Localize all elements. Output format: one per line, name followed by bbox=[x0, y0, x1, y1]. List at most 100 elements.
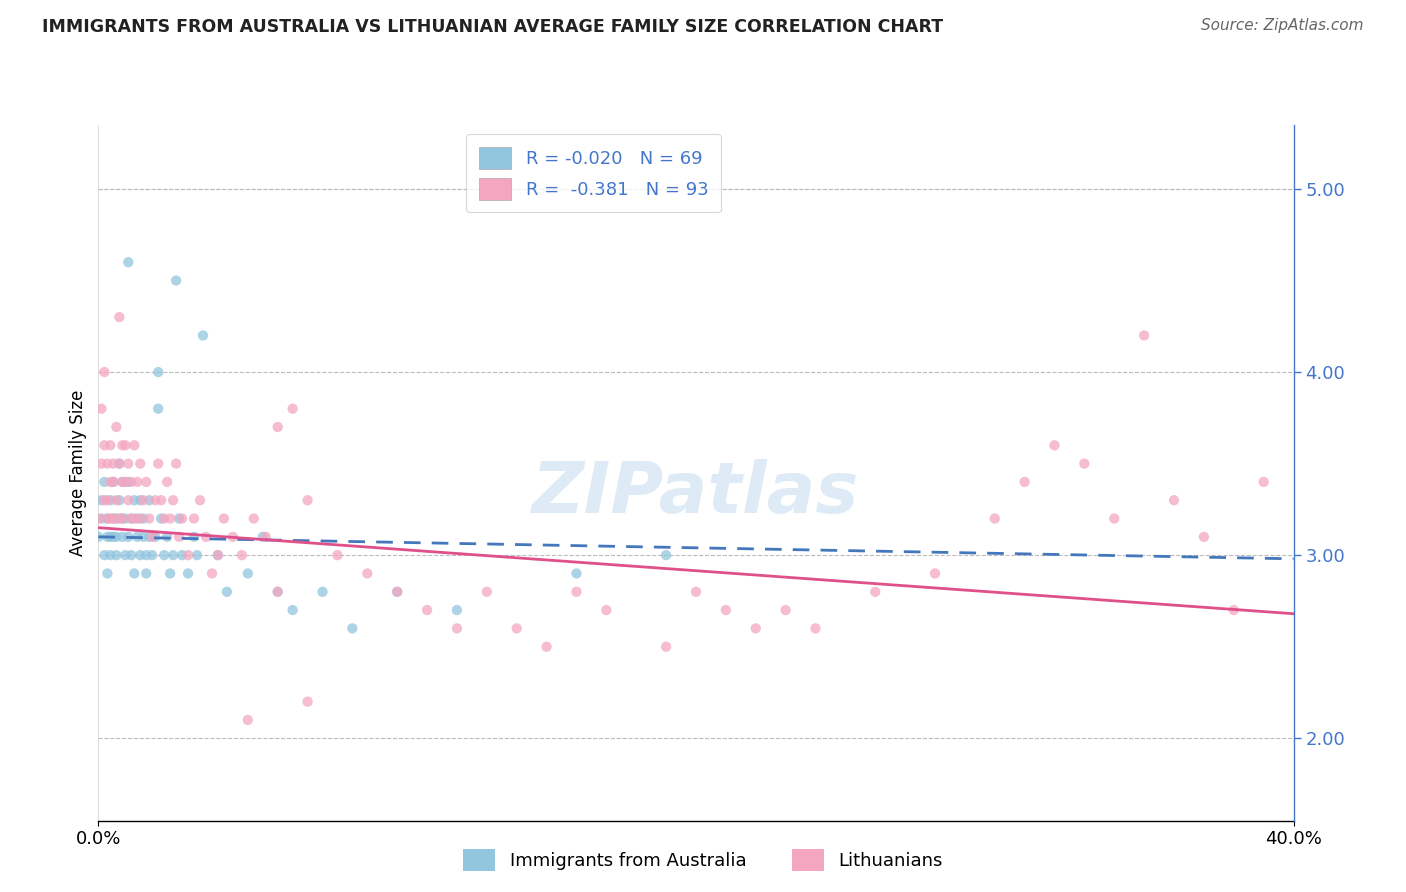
Point bbox=[685, 584, 707, 599]
Text: ZIPatlas: ZIPatlas bbox=[533, 459, 859, 528]
Point bbox=[143, 493, 166, 508]
Point bbox=[655, 548, 678, 562]
Point bbox=[195, 530, 218, 544]
Point bbox=[93, 548, 115, 562]
Point bbox=[138, 493, 160, 508]
Point bbox=[138, 511, 160, 525]
Point bbox=[96, 566, 118, 581]
Point bbox=[105, 511, 128, 525]
Point bbox=[159, 511, 181, 525]
Point bbox=[148, 457, 170, 471]
Point bbox=[87, 530, 110, 544]
Point bbox=[108, 493, 131, 508]
Point bbox=[120, 475, 142, 489]
Point bbox=[159, 566, 181, 581]
Point bbox=[183, 530, 205, 544]
Point bbox=[111, 511, 134, 525]
Point bbox=[215, 584, 238, 599]
Point bbox=[111, 438, 134, 452]
Point bbox=[252, 530, 274, 544]
Point bbox=[117, 530, 139, 544]
Point bbox=[156, 475, 179, 489]
Point bbox=[745, 621, 768, 635]
Point bbox=[183, 511, 205, 525]
Point bbox=[111, 511, 134, 525]
Point bbox=[385, 584, 409, 599]
Point bbox=[565, 584, 588, 599]
Point bbox=[475, 584, 498, 599]
Point bbox=[148, 401, 170, 416]
Point bbox=[135, 475, 157, 489]
Point bbox=[356, 566, 378, 581]
Point bbox=[267, 420, 290, 434]
Point bbox=[222, 530, 245, 544]
Point bbox=[100, 511, 122, 525]
Point bbox=[186, 548, 208, 562]
Point bbox=[124, 566, 146, 581]
Point bbox=[124, 511, 146, 525]
Point bbox=[114, 548, 136, 562]
Point bbox=[281, 401, 304, 416]
Point bbox=[114, 438, 136, 452]
Point bbox=[108, 511, 131, 525]
Point bbox=[297, 493, 319, 508]
Point bbox=[236, 713, 259, 727]
Point bbox=[100, 530, 122, 544]
Point bbox=[236, 566, 259, 581]
Point bbox=[103, 475, 125, 489]
Point bbox=[446, 603, 468, 617]
Point bbox=[655, 640, 678, 654]
Point bbox=[93, 438, 115, 452]
Point bbox=[87, 511, 110, 525]
Point bbox=[165, 457, 187, 471]
Point bbox=[536, 640, 558, 654]
Point bbox=[105, 548, 128, 562]
Point bbox=[100, 475, 122, 489]
Point bbox=[141, 548, 163, 562]
Point bbox=[132, 530, 155, 544]
Point bbox=[127, 475, 149, 489]
Point bbox=[129, 511, 152, 525]
Point bbox=[207, 548, 229, 562]
Point bbox=[385, 584, 409, 599]
Point bbox=[105, 530, 128, 544]
Point bbox=[1043, 438, 1066, 452]
Point bbox=[96, 493, 118, 508]
Point bbox=[105, 420, 128, 434]
Point bbox=[96, 511, 118, 525]
Point bbox=[188, 493, 211, 508]
Point bbox=[96, 530, 118, 544]
Point bbox=[114, 511, 136, 525]
Point bbox=[714, 603, 737, 617]
Point bbox=[120, 548, 142, 562]
Point bbox=[108, 457, 131, 471]
Point bbox=[111, 475, 134, 489]
Point bbox=[446, 621, 468, 635]
Point bbox=[96, 511, 118, 525]
Point bbox=[129, 493, 152, 508]
Point bbox=[124, 438, 146, 452]
Point bbox=[93, 475, 115, 489]
Point bbox=[297, 695, 319, 709]
Point bbox=[103, 511, 125, 525]
Point bbox=[132, 493, 155, 508]
Point bbox=[100, 548, 122, 562]
Point bbox=[103, 475, 125, 489]
Point bbox=[117, 493, 139, 508]
Point bbox=[148, 365, 170, 379]
Point bbox=[103, 530, 125, 544]
Point bbox=[100, 493, 122, 508]
Point bbox=[191, 328, 214, 343]
Point bbox=[117, 255, 139, 269]
Point bbox=[153, 548, 176, 562]
Point bbox=[1223, 603, 1246, 617]
Point bbox=[207, 548, 229, 562]
Point bbox=[267, 584, 290, 599]
Point bbox=[117, 475, 139, 489]
Point bbox=[416, 603, 439, 617]
Point bbox=[100, 438, 122, 452]
Point bbox=[150, 511, 173, 525]
Point bbox=[143, 530, 166, 544]
Point bbox=[342, 621, 364, 635]
Point bbox=[96, 457, 118, 471]
